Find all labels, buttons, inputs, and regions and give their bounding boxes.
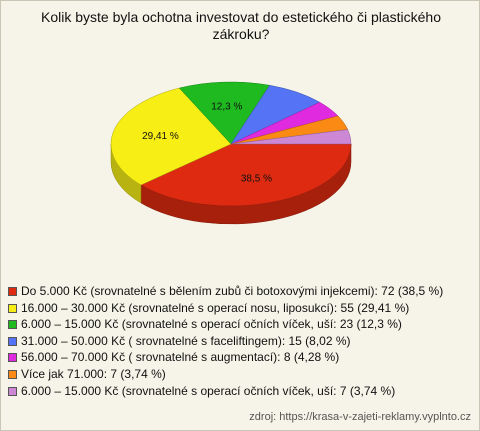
data-label: 12,3 % [211,102,242,113]
legend-label: 56.000 – 70.000 Kč ( srovnatelné s augme… [21,350,340,365]
data-label: 38,5 % [241,173,272,184]
legend-item: 31.000 – 50.000 Kč ( srovnatelné s facel… [7,333,473,350]
source: zdroj: https://krasa-v-zajeti-reklamy.vy… [249,411,471,423]
slice [110,87,232,186]
legend: Do 5.000 Kč (srovnatelné s bělením zubů … [7,283,473,399]
legend-label: 31.000 – 50.000 Kč ( srovnatelné s facel… [21,333,351,348]
legend-item: 56.000 – 70.000 Kč ( srovnatelné s augme… [7,349,473,366]
legend-swatch [8,369,17,379]
legend-label: 16.000 – 30.000 Kč (srovnatelné s operac… [21,300,410,315]
legend-item: 6.000 – 15.000 Kč (srovnatelné s operací… [7,316,473,333]
slice [178,81,271,145]
legend-label: Do 5.000 Kč (srovnatelné s bělením zubů … [21,284,444,298]
slice [230,129,352,145]
legend-swatch [8,303,17,313]
legend-item: 16.000 – 30.000 Kč (srovnatelné s operac… [7,300,473,317]
legend-label: Více jak 71.000: 7 (3,74 %) [21,366,166,381]
legend-item: Do 5.000 Kč (srovnatelné s bělením zubů … [7,283,473,300]
legend-item: Více jak 71.000: 7 (3,74 %) [7,366,473,383]
data-label: 29,41 % [142,131,179,142]
pie-area: 38,5 % 29,41 % 12,3 % [110,81,352,225]
legend-swatch [8,386,17,396]
legend-item: 6.000 – 15.000 Kč (srovnatelné s operací… [7,383,473,400]
legend-label: 6.000 – 15.000 Kč (srovnatelné s operací… [21,317,402,332]
legend-swatch [8,287,17,296]
legend-swatch [8,336,17,346]
slice [140,143,352,207]
chart-title: Kolik byste byla ochotna investovat do e… [40,9,441,42]
legend-swatch [8,353,17,363]
legend-label: 6.000 – 15.000 Kč (srovnatelné s operací… [21,383,396,398]
legend-swatch [8,320,17,330]
